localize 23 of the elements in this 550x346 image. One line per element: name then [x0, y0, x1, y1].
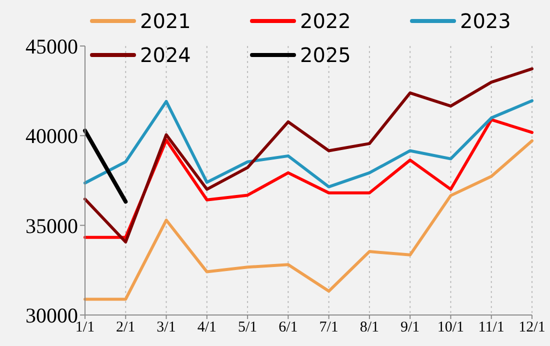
x-tick-label: 8/1 [360, 320, 380, 336]
legend-label: 2024 [140, 43, 191, 67]
y-tick-label: 45000 [26, 34, 78, 58]
line-series [84, 139, 534, 301]
line-series [84, 99, 534, 188]
y-tick-label: 35000 [26, 214, 78, 238]
y-tick-label: 40000 [26, 124, 78, 148]
x-tick-label: 12/1 [518, 320, 546, 336]
x-tick-label: 7/1 [319, 320, 338, 336]
y-tick-label: 30000 [26, 303, 78, 328]
x-tick-label: 2/1 [116, 320, 136, 336]
x-tick-label: 6/1 [278, 320, 298, 336]
legend-label: 2022 [300, 9, 351, 33]
legend-label: 2021 [140, 9, 191, 33]
x-tick-label: 3/1 [156, 320, 176, 336]
x-tick-label: 5/1 [238, 320, 258, 336]
line-series [84, 67, 534, 244]
legend-label: 2025 [300, 43, 351, 67]
x-tick-label: 10/1 [437, 320, 464, 336]
x-tick-label: 9/1 [400, 320, 420, 336]
legend-label: 2023 [460, 9, 511, 33]
x-tick-label: 11/1 [478, 320, 504, 336]
x-tick-label: 4/1 [197, 320, 216, 336]
